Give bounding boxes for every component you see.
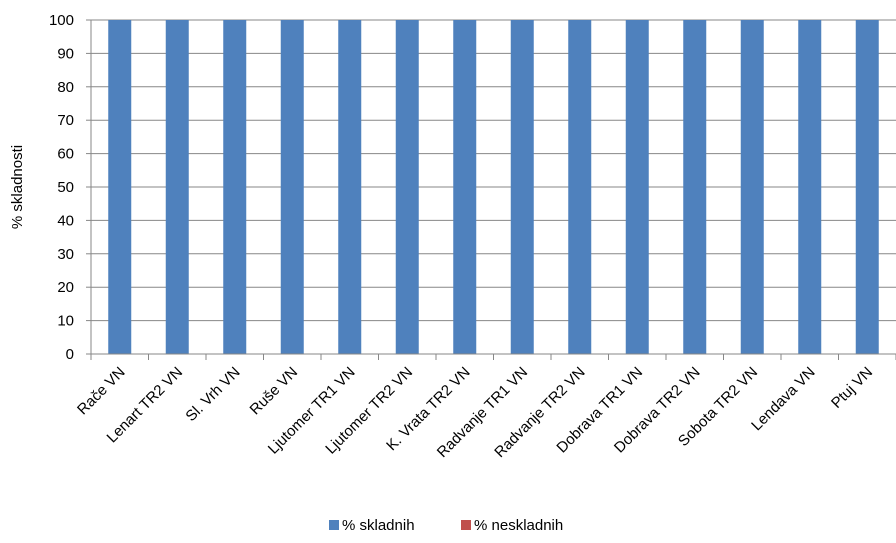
y-tick-label-90: 90 xyxy=(57,45,74,62)
x-tick-label-2: Sl. Vrh VN xyxy=(182,364,243,425)
y-tick-label-80: 80 xyxy=(57,79,74,96)
y-tick-label-0: 0 xyxy=(66,346,74,363)
y-tick-label-60: 60 xyxy=(57,146,74,163)
bar-skladnih-6 xyxy=(453,20,477,354)
bar-skladnih-2 xyxy=(223,20,247,354)
y-tick-label-30: 30 xyxy=(57,246,74,263)
legend: % skladnih % neskladnih xyxy=(329,517,563,534)
y-tick-labels: 0 10 20 30 40 50 60 70 80 90 100 xyxy=(49,12,74,363)
axes xyxy=(86,19,896,360)
bar-skladnih-0 xyxy=(108,20,132,354)
y-tick-label-20: 20 xyxy=(57,279,74,296)
bar-skladnih-12 xyxy=(798,20,822,354)
legend-label-neskladnih: % neskladnih xyxy=(474,517,563,534)
bar-skladnih-10 xyxy=(683,20,707,354)
gridlines xyxy=(91,19,896,322)
legend-swatch-skladnih xyxy=(329,520,339,530)
bar-skladnih-1 xyxy=(165,20,189,354)
legend-swatch-neskladnih xyxy=(461,520,471,530)
legend-label-skladnih: % skladnih xyxy=(342,517,415,534)
x-tick-label-0: Rače VN xyxy=(74,364,128,418)
y-tick-label-10: 10 xyxy=(57,313,74,330)
bar-skladnih-13 xyxy=(855,20,879,354)
bars xyxy=(108,20,879,354)
bar-skladnih-5 xyxy=(395,20,419,354)
bar-skladnih-4 xyxy=(338,20,362,354)
bar-skladnih-8 xyxy=(568,20,592,354)
bar-skladnih-11 xyxy=(740,20,764,354)
bar-skladnih-7 xyxy=(510,20,534,354)
x-tick-label-3: Ruše VN xyxy=(247,364,301,418)
y-tick-label-40: 40 xyxy=(57,212,74,229)
x-tick-label-13: Ptuj VN xyxy=(828,364,876,412)
y-tick-label-50: 50 xyxy=(57,179,74,196)
y-tick-label-70: 70 xyxy=(57,112,74,129)
bar-skladnih-9 xyxy=(625,20,649,354)
y-tick-label-100: 100 xyxy=(49,12,74,29)
bar-skladnih-3 xyxy=(280,20,304,354)
y-axis-title: % skladnosti xyxy=(9,145,26,229)
